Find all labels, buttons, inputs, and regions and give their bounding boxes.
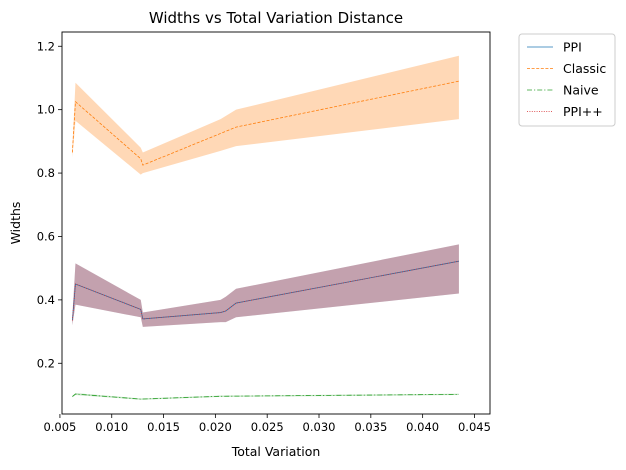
y-tick-label: 0.8 [37, 166, 55, 180]
band-2 [72, 393, 459, 400]
x-tick-label: 0.045 [458, 420, 491, 434]
series-line-1 [71, 80, 459, 166]
band-1 [72, 55, 459, 175]
y-tick-label: 0.4 [37, 293, 55, 307]
plot-frame [61, 31, 491, 415]
x-tick-label: 0.010 [95, 420, 128, 434]
y-tick-label: 0.2 [37, 356, 55, 370]
y-tick-label: 1.2 [37, 39, 55, 53]
series-line-2 [72, 393, 459, 400]
series-line-3 [71, 260, 459, 321]
legend-frame [518, 33, 616, 127]
chart-title: Widths vs Total Variation Distance [149, 9, 403, 27]
x-axis-ticks: 0.005 0.010 0.015 0.020 0.025 0.030 0.035 0.040… [43, 414, 491, 434]
y-tick-label: 0.6 [37, 229, 55, 243]
confidence-bands [72, 55, 459, 400]
x-tick-label: 0.020 [199, 420, 232, 434]
y-axis-ticks: 0.2 0.4 0.6 0.8 1.0 1.2 [37, 39, 62, 370]
series-lines [71, 80, 459, 400]
x-tick-label: 0.015 [147, 420, 180, 434]
band-3 [72, 244, 459, 327]
legend-label-0: PPI [563, 40, 582, 55]
x-tick-label: 0.030 [303, 420, 336, 434]
legend: PPI Classic Naive PPI++ [518, 33, 616, 127]
x-tick-label: 0.040 [406, 420, 439, 434]
x-tick-label: 0.025 [251, 420, 284, 434]
legend-label-1: Classic [563, 61, 606, 76]
legend-label-3: PPI++ [563, 104, 603, 119]
x-tick-label: 0.005 [43, 420, 76, 434]
band-0 [72, 244, 459, 327]
x-axis-label: Total Variation [231, 444, 321, 459]
legend-label-2: Naive [563, 83, 599, 98]
y-axis-label: Widths [8, 202, 23, 245]
y-tick-label: 1.0 [37, 103, 55, 117]
x-tick-label: 0.035 [354, 420, 387, 434]
